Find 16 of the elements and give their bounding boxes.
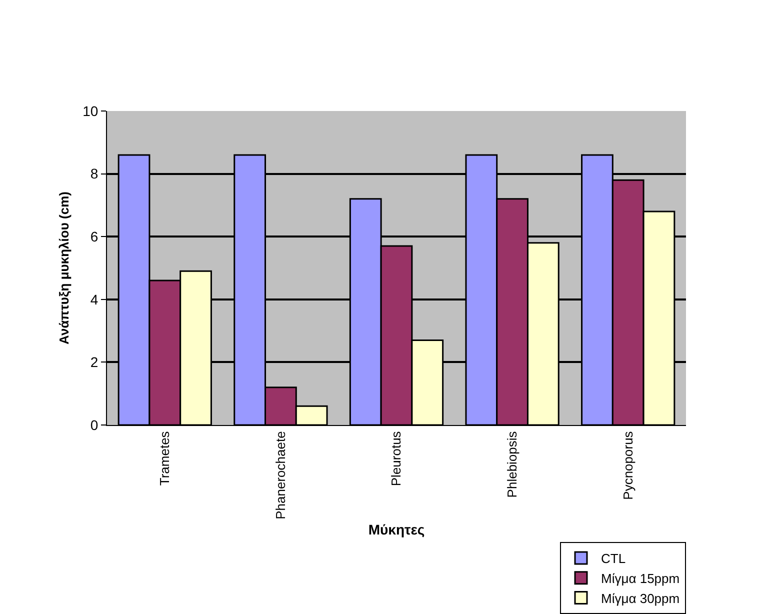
x-tick-label: Trametes — [157, 430, 172, 486]
y-tick-label: 2 — [90, 354, 98, 370]
x-tick-label: Pycnoporus — [620, 430, 636, 500]
legend-label: CTL — [601, 551, 626, 566]
x-axis-title: Μύκητες — [368, 522, 425, 538]
y-tick-label: 8 — [90, 166, 98, 182]
y-tick-label: 4 — [90, 291, 98, 308]
y-axis-title: Ανάπτυξη μυκηλίου (cm) — [56, 192, 72, 344]
y-tick-label: 6 — [90, 228, 98, 244]
y-tick-label: 10 — [82, 102, 98, 119]
legend-label: Μίγμα 15ppm — [601, 570, 680, 586]
legend-label: Μίγμα 30ppm — [601, 590, 680, 606]
x-tick-label: Phlebiopsis — [504, 430, 520, 498]
x-tick-label: Pleurotus — [388, 430, 404, 486]
x-tick-label: Phanerochaete — [272, 431, 288, 520]
y-tick-label: 0 — [90, 416, 98, 433]
